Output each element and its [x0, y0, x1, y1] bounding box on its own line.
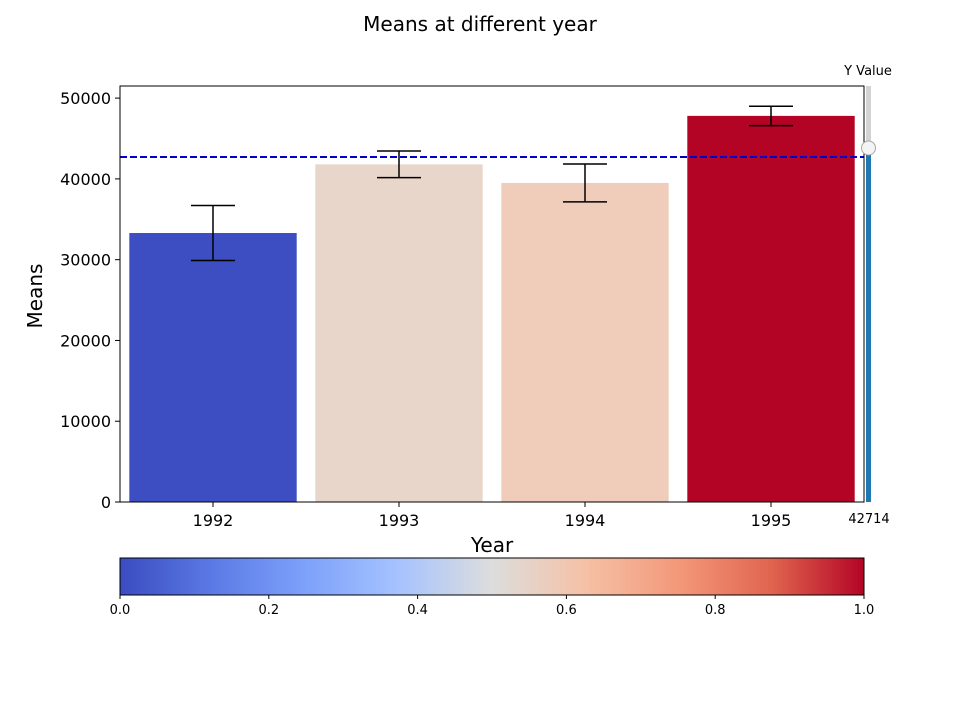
colorbar-gradient	[119, 557, 865, 596]
slider-fill[interactable]	[866, 147, 871, 503]
y-tick-label-0: 0	[101, 493, 111, 512]
y-tick-label-50000: 50000	[60, 89, 111, 108]
colorbar-tick-label-0.6: 0.6	[556, 603, 577, 618]
colorbar-tick-label-0.2: 0.2	[258, 603, 279, 618]
y-tick-label-40000: 40000	[60, 170, 111, 189]
x-tick-label-1995: 1995	[751, 511, 792, 530]
x-tick-label-1992: 1992	[193, 511, 234, 530]
slider-label: Y Value	[843, 64, 892, 79]
y-tick-label-10000: 10000	[60, 412, 111, 431]
bar-1994	[501, 182, 669, 502]
y-tick-label-30000: 30000	[60, 251, 111, 270]
chart-title: Means at different year	[363, 12, 597, 36]
slider-value: 42714	[848, 512, 889, 527]
y-axis-label: Means	[23, 264, 47, 329]
colorbar-tick-label-0.0: 0.0	[110, 603, 131, 618]
y-tick-label-20000: 20000	[60, 331, 111, 350]
bar-1995	[687, 115, 855, 502]
x-tick-label-1994: 1994	[565, 511, 606, 530]
y-value-slider[interactable]: Y Value 42714	[843, 64, 892, 527]
x-tick-label-1993: 1993	[379, 511, 420, 530]
colorbar-ticks: 0.0 0.2 0.4 0.6 0.8 1.0	[110, 595, 875, 618]
bar-1992	[129, 233, 297, 502]
colorbar-tick-label-1.0: 1.0	[854, 603, 875, 618]
x-axis: 1992 1993 1994 1995	[193, 502, 792, 530]
colorbar-tick-label-0.8: 0.8	[705, 603, 726, 618]
colorbar-tick-label-0.4: 0.4	[407, 603, 428, 618]
bars-layer	[129, 115, 855, 502]
y-axis: 0 10000 20000 30000 40000 50000	[60, 89, 120, 512]
x-axis-label: Year	[470, 533, 514, 557]
error-bars-layer	[191, 105, 793, 262]
bar-1993	[315, 164, 483, 502]
plot-frame	[119, 85, 865, 503]
slider-handle[interactable]	[861, 140, 876, 156]
colorbar: 0.0 0.2 0.4 0.6 0.8 1.0	[110, 557, 875, 618]
